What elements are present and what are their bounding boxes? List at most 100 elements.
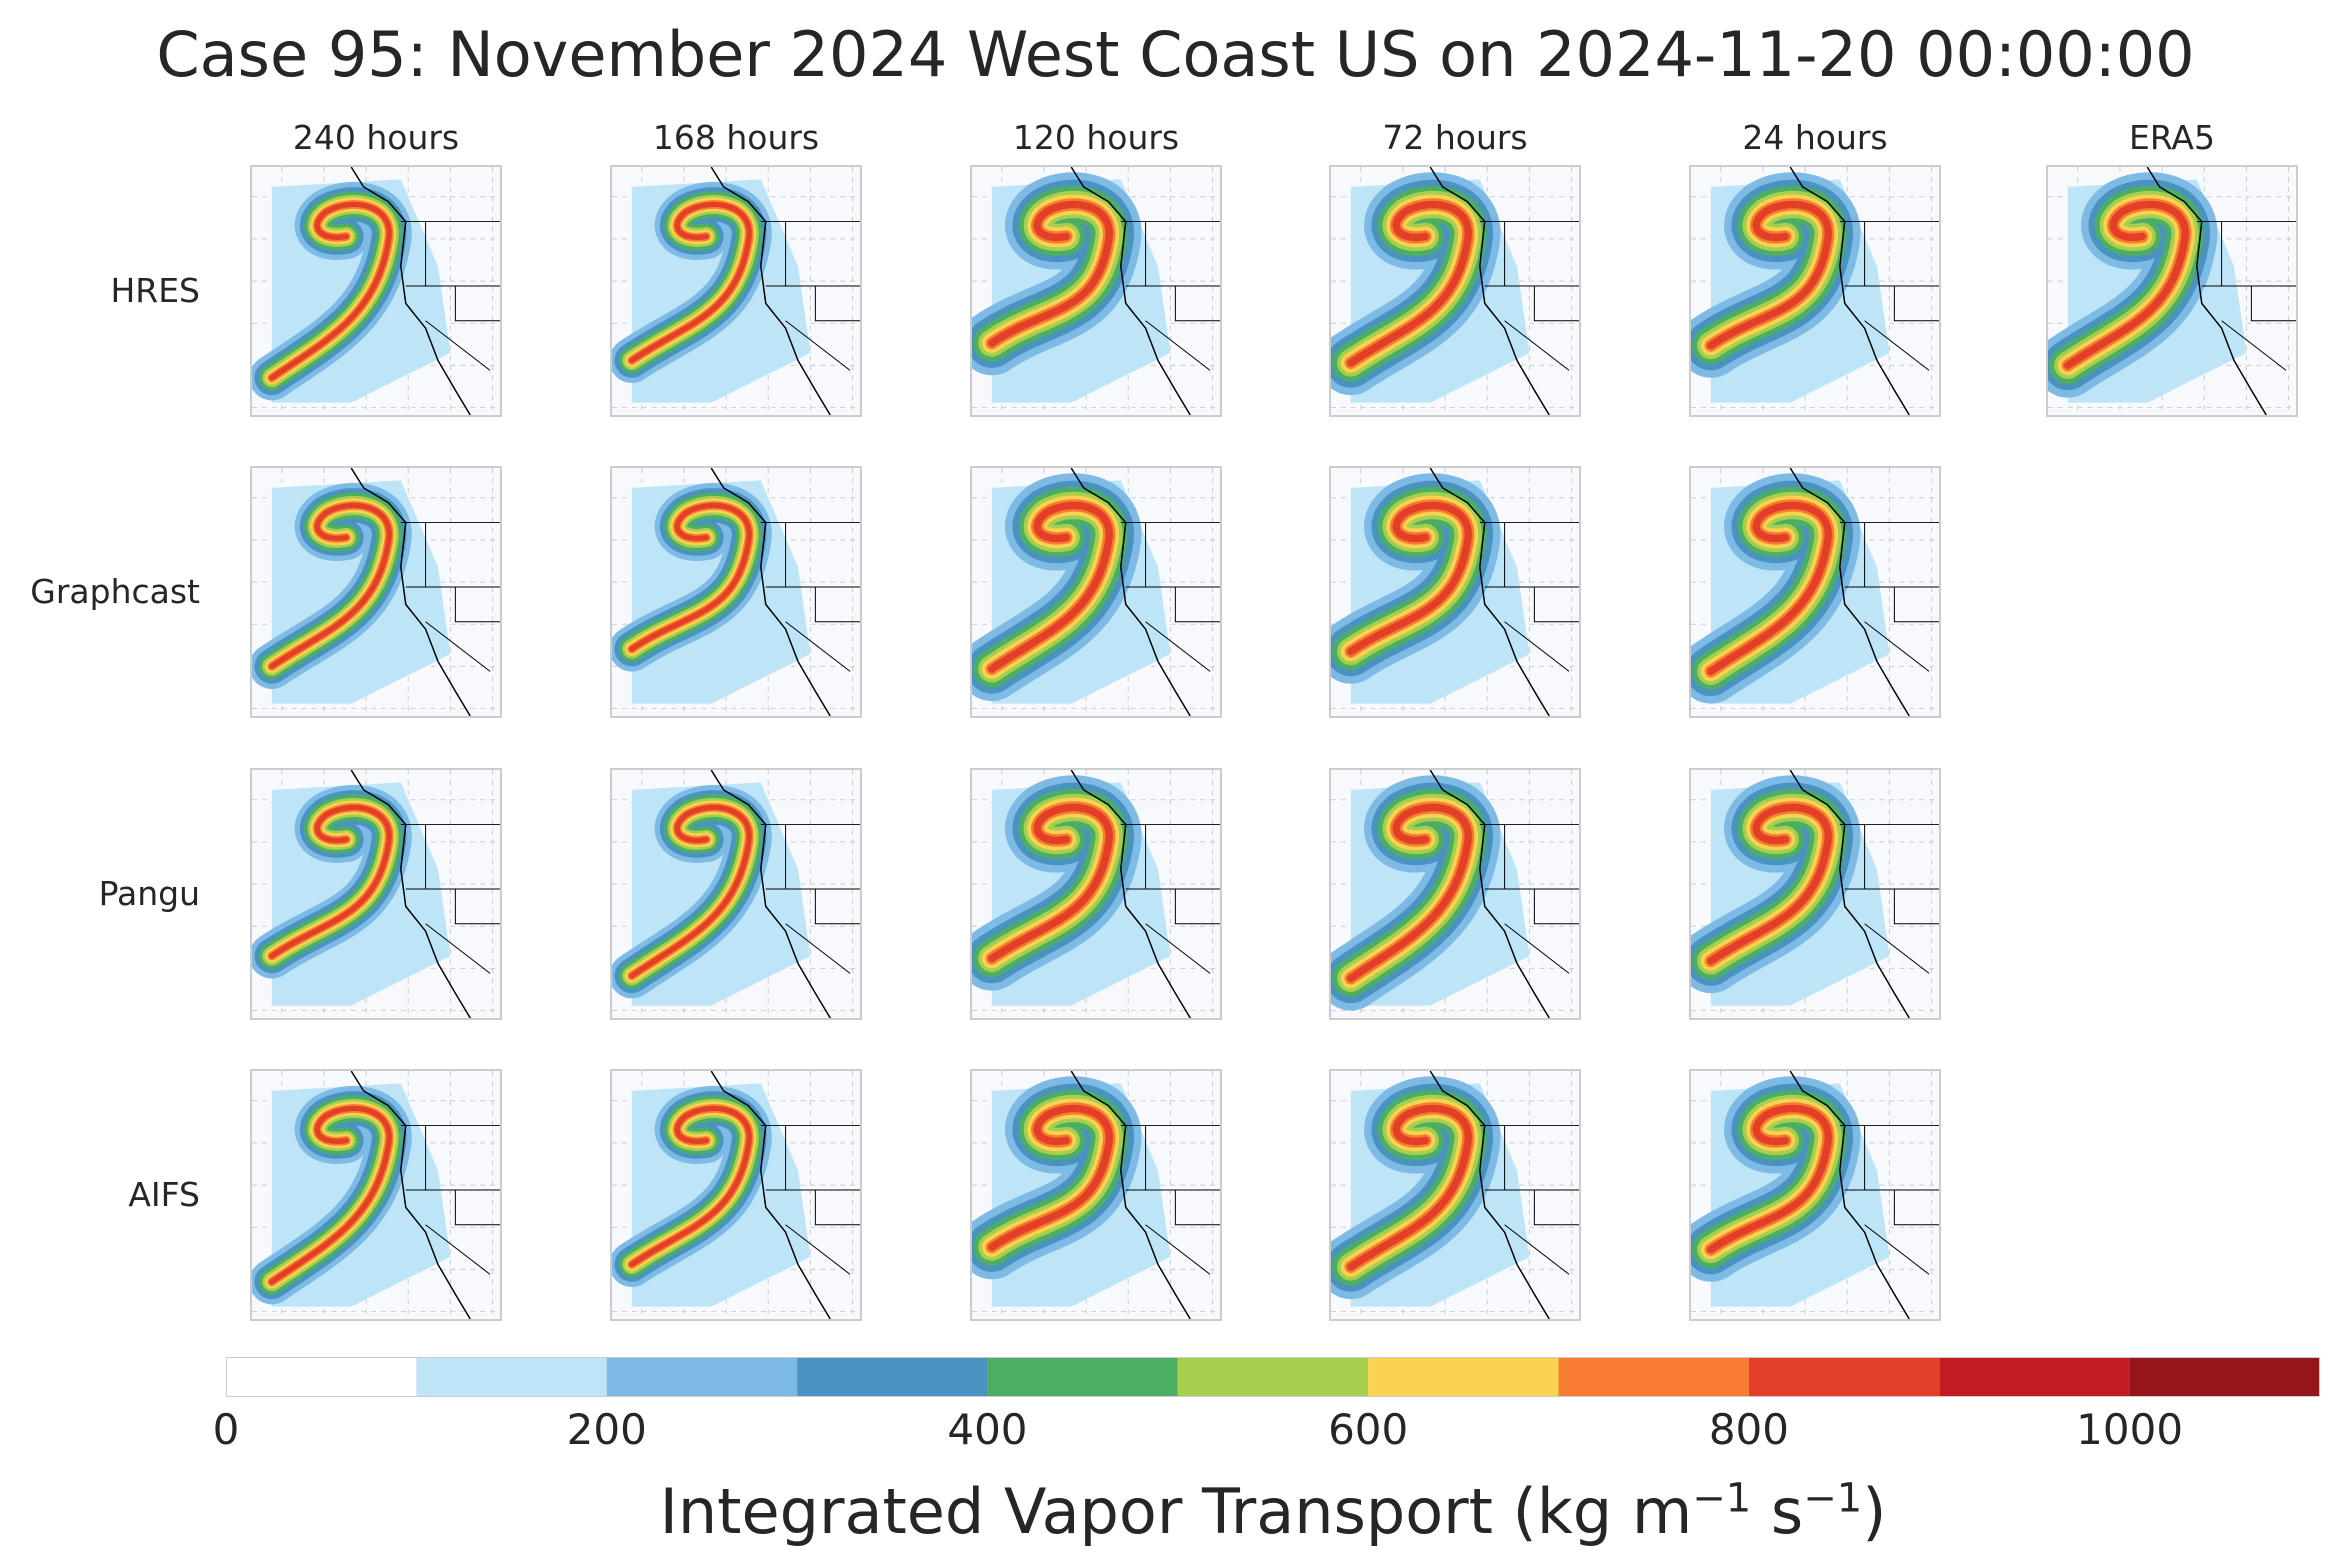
- ivt-band: [1707, 200, 1832, 350]
- map-panel: [1689, 1069, 1941, 1321]
- column-title: 24 hours: [1742, 118, 1888, 157]
- coastline: [1070, 770, 1191, 1018]
- ivt-band: [269, 502, 392, 670]
- ivt-band: [988, 501, 1113, 673]
- coastline: [350, 1071, 471, 1319]
- map-panel: [1689, 165, 1941, 417]
- ivt-band: [1347, 1104, 1472, 1271]
- coastline: [1789, 1071, 1910, 1319]
- colorbar-label: Integrated Vapor Transport (kg m−1 s−1): [659, 1475, 1887, 1548]
- map-panel: [250, 768, 502, 1020]
- border-line: [760, 1125, 860, 1275]
- border-line: [1120, 221, 1220, 371]
- coastline: [710, 468, 831, 716]
- coastline: [1429, 1071, 1550, 1319]
- coastline: [1789, 770, 1910, 1018]
- border-line: [760, 221, 860, 371]
- border-line: [400, 522, 500, 672]
- map-panel: [970, 165, 1222, 417]
- ivt-band: [269, 201, 392, 381]
- border-line: [1120, 1125, 1220, 1275]
- map-panel: [1689, 768, 1941, 1020]
- ivt-band: [629, 804, 752, 979]
- coastline: [1789, 468, 1910, 716]
- border-line: [400, 221, 500, 371]
- border-line: [1839, 221, 1939, 371]
- border-line: [1120, 824, 1220, 974]
- column-title: 168 hours: [652, 118, 820, 157]
- map-panel: [970, 466, 1222, 718]
- border-line: [1479, 522, 1579, 672]
- colorbar-segment: [1368, 1357, 1559, 1397]
- map-panel: [1329, 1069, 1581, 1321]
- colorbar-segment: [606, 1357, 798, 1397]
- row-label: Pangu: [98, 874, 200, 913]
- row-label: Graphcast: [30, 572, 200, 611]
- figure-title: Case 95: November 2024 West Coast US on …: [156, 18, 2195, 91]
- border-line: [1479, 1125, 1579, 1275]
- coastline: [1789, 167, 1910, 415]
- ivt-band: [629, 1105, 752, 1268]
- coastline: [1070, 1071, 1191, 1319]
- colorbar-tick-label: 400: [947, 1405, 1028, 1454]
- colorbar-segment: [1939, 1357, 2130, 1397]
- border-line: [1839, 1125, 1939, 1275]
- coastline: [710, 770, 831, 1018]
- map-panel: [2046, 165, 2298, 417]
- ivt-band: [269, 1105, 392, 1285]
- ivt-band: [1707, 1104, 1832, 1254]
- map-panel: [970, 1069, 1222, 1321]
- ivt-band: [1347, 501, 1472, 656]
- colorbar-tick-label: 800: [1708, 1405, 1789, 1454]
- map-panel: [610, 165, 862, 417]
- colorbar-segment: [2129, 1357, 2320, 1397]
- map-panel: [610, 768, 862, 1020]
- coastline: [1070, 167, 1191, 415]
- ivt-band: [629, 502, 752, 652]
- ivt-band: [1707, 803, 1832, 965]
- map-panel: [250, 165, 502, 417]
- coastline: [350, 167, 471, 415]
- ivt-band: [988, 1104, 1113, 1251]
- coastline: [710, 167, 831, 415]
- coastline: [710, 1071, 831, 1319]
- map-panel: [610, 1069, 862, 1321]
- colorbar-tick-label: 1000: [2076, 1405, 2184, 1454]
- border-line: [760, 522, 860, 672]
- coastline: [1070, 468, 1191, 716]
- ivt-band: [988, 803, 1113, 963]
- border-line: [400, 1125, 500, 1275]
- border-line: [1839, 824, 1939, 974]
- map-panel: [970, 768, 1222, 1020]
- colorbar-tick-label: 200: [566, 1405, 647, 1454]
- border-line: [1479, 221, 1579, 371]
- ivt-band: [2064, 200, 2189, 370]
- colorbar: [226, 1357, 2320, 1397]
- colorbar-tick-label: 600: [1328, 1405, 1409, 1454]
- colorbar-segment: [1748, 1357, 1940, 1397]
- ivt-band: [1347, 200, 1472, 367]
- column-title: 240 hours: [292, 118, 460, 157]
- border-line: [1839, 522, 1939, 672]
- colorbar-tick-label: 0: [212, 1405, 240, 1454]
- ivt-band: [988, 200, 1113, 347]
- map-panel: [610, 466, 862, 718]
- ivt-band: [269, 804, 392, 959]
- column-title: 120 hours: [1012, 118, 1180, 157]
- coastline: [2146, 167, 2267, 415]
- column-title: 72 hours: [1382, 118, 1528, 157]
- coastline: [350, 770, 471, 1018]
- colorbar-segment: [226, 1357, 417, 1397]
- coastline: [1429, 468, 1550, 716]
- ivt-band: [1707, 501, 1832, 676]
- row-label: AIFS: [128, 1175, 200, 1214]
- map-panel: [1329, 165, 1581, 417]
- row-label: HRES: [110, 271, 200, 310]
- colorbar-segment: [1177, 1357, 1369, 1397]
- colorbar-segment: [1558, 1357, 1749, 1397]
- coastline: [1429, 770, 1550, 1018]
- coastline: [1429, 167, 1550, 415]
- colorbar-segment: [987, 1357, 1178, 1397]
- border-line: [760, 824, 860, 974]
- colorbar-segment: [797, 1357, 988, 1397]
